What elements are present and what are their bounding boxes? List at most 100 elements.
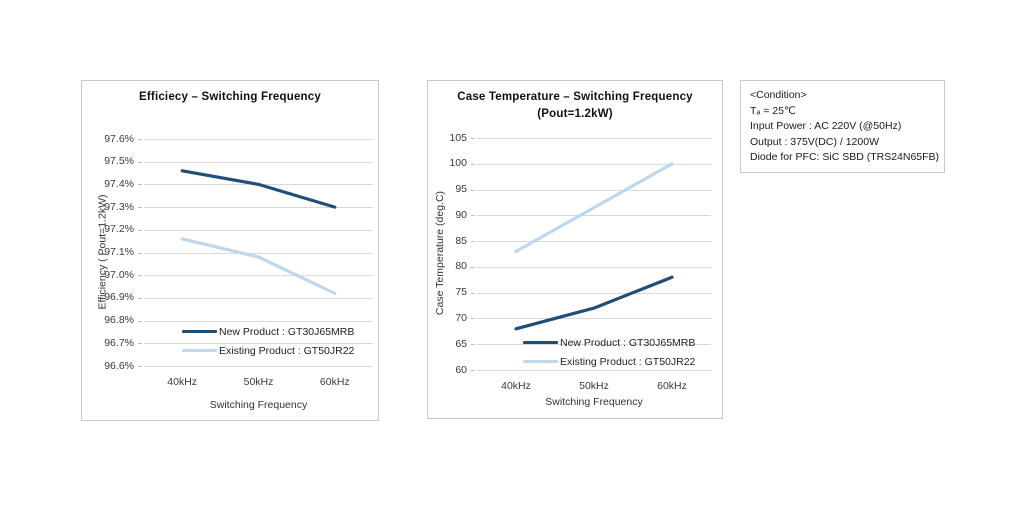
y-axis-tick <box>138 207 142 209</box>
y-axis-tick <box>138 161 142 163</box>
series-svg <box>180 169 337 295</box>
y-axis-tick <box>471 241 475 243</box>
y-axis-tick <box>471 138 475 139</box>
gridline <box>144 229 373 231</box>
series-line-0 <box>180 169 337 209</box>
y-tick-label: 95 <box>455 183 467 196</box>
legend-item-new-product: New Product : GT30J65MRB <box>523 333 695 352</box>
gridline <box>144 139 373 140</box>
y-tick-label: 96.6% <box>104 359 134 372</box>
gridline <box>477 241 711 243</box>
chart-title: Case Temperature – Switching Frequency <box>457 91 693 103</box>
gridline <box>477 292 711 294</box>
y-tick-label: 97.2% <box>104 223 134 236</box>
y-tick-label: 96.8% <box>104 314 134 327</box>
legend-swatch-existing-product <box>182 349 217 352</box>
y-axis-tick <box>471 318 475 320</box>
legend-item-existing-product: Existing Product : GT50JR22 <box>182 341 354 360</box>
condition-title: <Condition> <box>750 89 807 101</box>
condition-pfc-diode: Diode for PFC: SiC SBD (TRS24N65FB) <box>750 151 940 164</box>
chart-title: Efficiecy – Switching Frequency <box>139 91 321 103</box>
condition-output: Output : 375V(DC) / 1200W <box>750 135 879 148</box>
x-tick-label: 60kHz <box>319 376 350 388</box>
legend-item-existing-product: Existing Product : GT50JR22 <box>523 352 695 371</box>
y-axis-tick <box>471 344 475 346</box>
legend: New Product : GT30J65MRB Existing Produc… <box>523 333 695 371</box>
gridline <box>144 343 373 345</box>
gridline <box>144 297 373 299</box>
gridline <box>477 215 711 217</box>
y-axis-tick <box>471 189 475 191</box>
y-tick-label: 65 <box>455 337 467 350</box>
legend: New Product : GT30J65MRB Existing Produc… <box>182 322 354 360</box>
y-axis-tick <box>471 163 475 165</box>
y-tick-label: 90 <box>455 208 467 221</box>
gridline <box>144 366 373 367</box>
gridline <box>477 163 711 165</box>
gridline <box>144 207 373 209</box>
y-tick-label: 105 <box>449 131 467 144</box>
series-line-1 <box>180 237 337 295</box>
legend-swatch-existing-product <box>523 360 558 363</box>
x-tick-label: 40kHz <box>501 380 531 392</box>
y-axis-tick <box>138 343 142 345</box>
y-tick-label: 96.7% <box>104 336 134 349</box>
legend-swatch-new-product <box>182 330 217 333</box>
y-tick-label: 97.0% <box>104 268 134 281</box>
gridline <box>144 252 373 254</box>
x-axis-label: Switching Frequency <box>545 396 643 408</box>
x-tick-label: 40kHz <box>167 376 198 388</box>
gridline <box>477 344 711 346</box>
y-axis-tick <box>138 252 142 254</box>
condition-input-power: Input Power : AC 220V (@50Hz) <box>750 120 902 133</box>
legend-label: New Product : GT30J65MRB <box>560 336 696 349</box>
case-temperature-chart-panel: Case Temperature – Switching Frequency (… <box>427 80 723 419</box>
y-tick-label: 97.3% <box>104 200 134 213</box>
y-axis-tick <box>138 184 142 186</box>
y-axis-tick <box>138 139 142 140</box>
x-tick-label: 60kHz <box>657 380 687 392</box>
y-tick-label: 80 <box>455 260 467 273</box>
y-tick-label: 97.4% <box>104 177 134 190</box>
y-tick-label: 100 <box>449 157 467 170</box>
condition-ambient-temp: Tₐ = 25℃ <box>750 104 796 117</box>
x-axis-label: Switching Frequency <box>209 399 308 411</box>
gridline <box>144 320 373 322</box>
efficiency-chart-panel: Efficiecy – Switching Frequency Efficien… <box>81 80 379 421</box>
y-tick-label: 97.6% <box>104 132 134 145</box>
legend-swatch-new-product <box>523 341 558 344</box>
y-tick-label: 85 <box>455 234 467 247</box>
y-axis-tick <box>138 229 142 231</box>
y-axis-tick <box>138 275 142 277</box>
gridline <box>144 161 373 163</box>
legend-item-new-product: New Product : GT30J65MRB <box>182 322 354 341</box>
condition-panel: <Condition> Tₐ = 25℃ Input Power : AC 22… <box>740 80 945 173</box>
y-tick-label: 96.9% <box>104 291 134 304</box>
series-svg <box>514 162 674 331</box>
gridline <box>477 266 711 268</box>
x-tick-label: 50kHz <box>243 376 274 388</box>
y-axis-tick <box>138 320 142 322</box>
series-line-0 <box>514 275 674 331</box>
y-tick-label: 97.1% <box>104 246 134 258</box>
y-tick-label: 60 <box>455 363 467 376</box>
gridline <box>144 275 373 277</box>
y-axis-tick <box>471 292 475 294</box>
y-tick-label: 97.5% <box>104 155 134 168</box>
gridline <box>477 318 711 320</box>
y-tick-label: 75 <box>455 286 467 299</box>
y-axis-tick <box>471 215 475 217</box>
y-axis-tick <box>138 366 142 367</box>
chart-subtitle: (Pout=1.2kW) <box>537 108 613 120</box>
y-axis-tick <box>471 266 475 268</box>
legend-label: Existing Product : GT50JR22 <box>560 355 696 368</box>
y-tick-label: 70 <box>455 311 467 324</box>
y-axis-tick <box>471 370 475 371</box>
gridline <box>477 189 711 191</box>
series-line-1 <box>514 162 674 253</box>
y-axis-tick <box>138 297 142 299</box>
gridline <box>477 370 711 371</box>
legend-label: New Product : GT30J65MRB <box>219 325 355 338</box>
legend-label: Existing Product : GT50JR22 <box>219 344 355 357</box>
gridline <box>477 138 711 139</box>
